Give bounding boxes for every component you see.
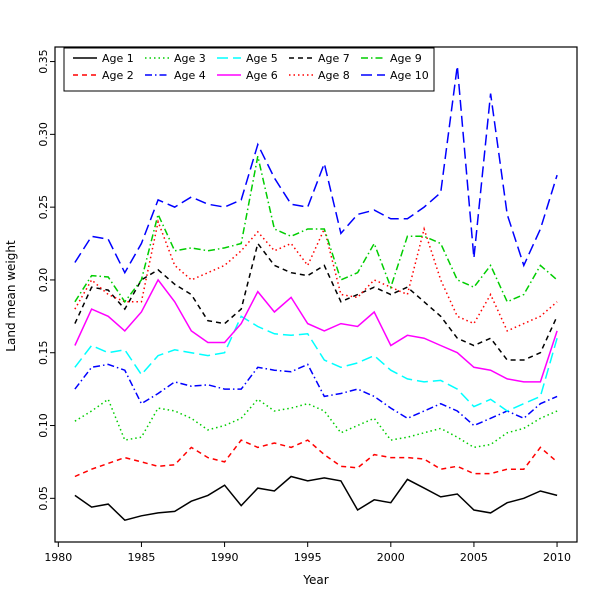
legend-item-age-2: Age 2 [73, 69, 134, 82]
legend-item-age-5: Age 5 [217, 52, 278, 65]
legend-label: Age 9 [390, 52, 422, 65]
y-tick-label: 0.15 [37, 340, 50, 365]
series-line-age-4 [74, 363, 558, 427]
y-tick-label: 0.30 [37, 122, 50, 147]
y-axis-label: Land mean weight [4, 240, 18, 352]
legend-label: Age 6 [246, 69, 278, 82]
legend-label: Age 1 [102, 52, 134, 65]
series-line-age-1 [74, 475, 558, 522]
x-tick-label: 1995 [294, 551, 322, 564]
legend-item-age-3: Age 3 [145, 52, 206, 65]
x-tick-label: 1980 [44, 551, 72, 564]
chart-series-lines [74, 65, 558, 522]
legend-item-age-1: Age 1 [73, 52, 134, 65]
legend-label: Age 8 [318, 69, 350, 82]
plot-box [54, 46, 578, 543]
axes-group: 1980 1985 1990 1995 2000 2005 2010 0.05 0.10 0.15… [37, 46, 578, 564]
x-tick-label: 1990 [211, 551, 239, 564]
y-tick-label: 0.10 [37, 413, 50, 438]
chart-legend: Age 1 Age 2 Age 3 Age 4 Age 5 Age 6 Age 7 Age 8… [63, 47, 435, 92]
legend-item-age-9: Age 9 [361, 52, 422, 65]
series-line-age-10 [74, 65, 558, 275]
series-line-age-2 [74, 439, 558, 478]
series-line-age-6 [74, 278, 558, 383]
y-tick-label: 0.35 [37, 49, 50, 74]
legend-label: Age 5 [246, 52, 278, 65]
legend-label: Age 7 [318, 52, 350, 65]
legend-item-age-8: Age 8 [289, 69, 350, 82]
legend-label: Age 3 [174, 52, 206, 65]
series-line-age-3 [74, 398, 558, 449]
x-tick-label: 1985 [127, 551, 155, 564]
legend-label: Age 2 [102, 69, 134, 82]
y-tick-label: 0.25 [37, 195, 50, 220]
series-line-age-5 [74, 315, 558, 412]
series-line-age-8 [74, 219, 558, 332]
legend-item-age-10: Age 10 [361, 69, 429, 82]
x-tick-label: 2010 [543, 551, 571, 564]
legend-label: Age 10 [390, 69, 429, 82]
y-tick-label: 0.20 [37, 268, 50, 293]
series-line-age-9 [74, 156, 558, 304]
x-axis-label: Year [302, 573, 328, 587]
legend-label: Age 4 [174, 69, 206, 82]
legend-item-age-4: Age 4 [145, 69, 206, 82]
y-tick-label: 0.05 [37, 486, 50, 511]
legend-box [63, 47, 435, 92]
x-tick-label: 2005 [460, 551, 488, 564]
legend-item-age-6: Age 6 [217, 69, 278, 82]
legend-item-age-7: Age 7 [289, 52, 350, 65]
x-tick-label: 2000 [377, 551, 405, 564]
